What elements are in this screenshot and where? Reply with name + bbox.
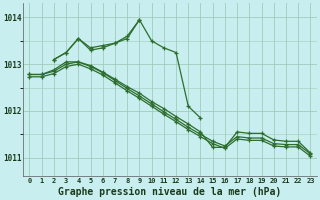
X-axis label: Graphe pression niveau de la mer (hPa): Graphe pression niveau de la mer (hPa) (58, 186, 282, 197)
